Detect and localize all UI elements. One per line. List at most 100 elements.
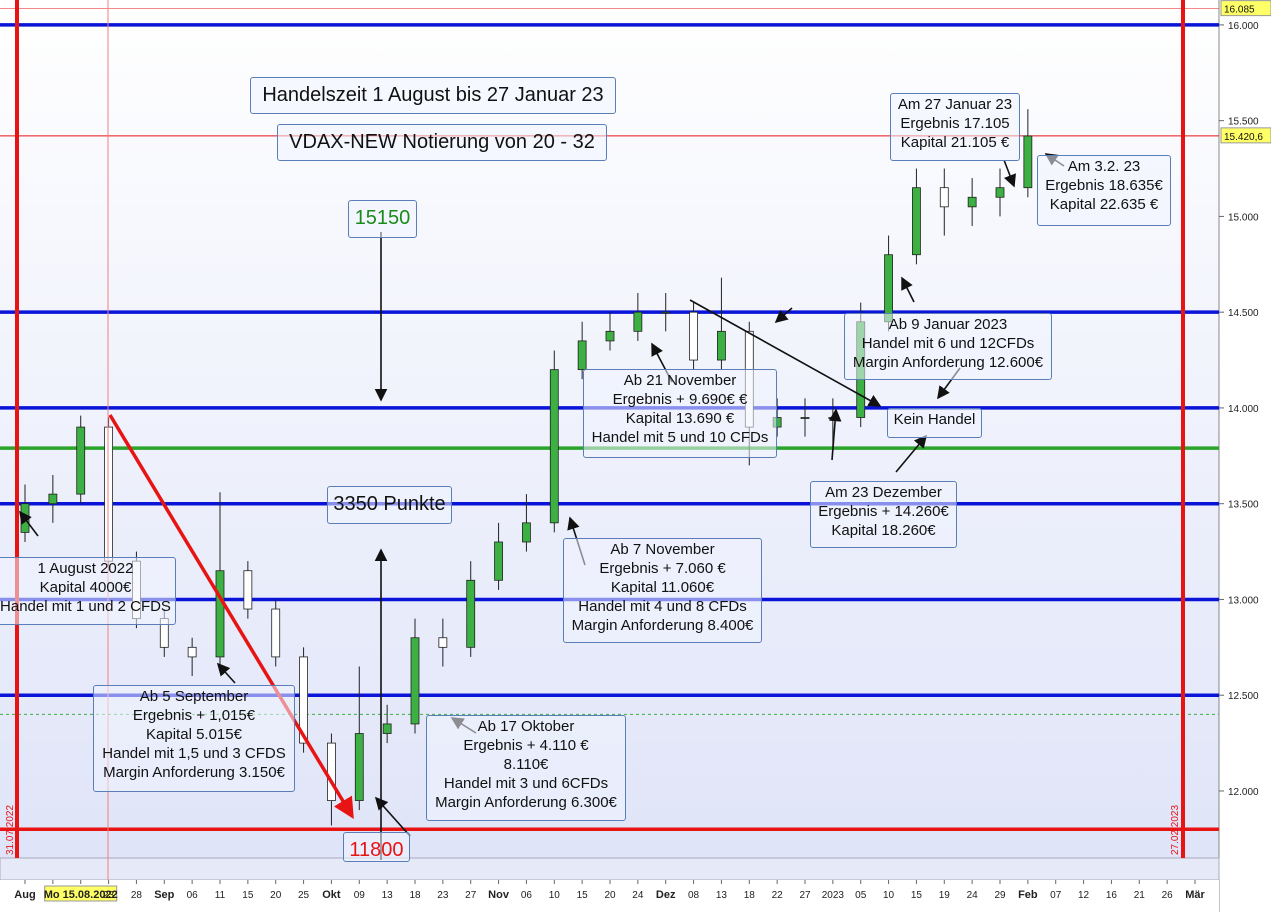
annotation-text: 1 August 2022	[37, 560, 134, 577]
annotation-box: 3350 Punkte	[327, 486, 452, 524]
candle-body	[76, 426, 86, 495]
annotation-text: Ergebnis 18.635€	[1045, 177, 1163, 194]
x-tick-label: Mo 15.08.2022	[44, 889, 118, 901]
annotation-text: Margin Anforderung 6.300€	[435, 794, 617, 811]
annotation-text: Kapital 13.690 €	[625, 410, 735, 427]
x-tick-label: 11	[215, 890, 226, 901]
x-tick-label: 26	[1162, 890, 1174, 901]
scroll-strip	[0, 857, 1220, 881]
candle-body	[271, 608, 281, 658]
x-tick-label: 21	[1134, 890, 1146, 901]
candle-body	[549, 369, 559, 524]
annotation-text: Ab 7 November	[610, 541, 715, 558]
x-tick-label: Sep	[154, 889, 174, 901]
candle-body	[187, 646, 197, 658]
y-tick-label: 14.500	[1228, 308, 1259, 319]
annotation-box: 1 August 2022 Kapital 4000€ Handel mit 1 u…	[0, 557, 176, 625]
trend-arrow	[108, 414, 354, 819]
annotation-box: Ab 21 November Ergebnis + 9.690€ € Kapital…	[583, 369, 777, 458]
candle-body	[912, 187, 921, 256]
cursor-date-box	[44, 885, 118, 902]
candle-body	[605, 330, 615, 342]
x-tick-label: 22	[772, 890, 784, 901]
x-tick-label: 15	[911, 890, 923, 901]
arrow	[1003, 159, 1016, 188]
annotation-box: 11800	[343, 832, 410, 862]
annotation-text: Ergebnis + 7.060 €	[599, 560, 726, 577]
candle-body	[438, 637, 448, 648]
annotation-text: Kapital 5.015€	[146, 726, 242, 743]
candle-body	[410, 637, 420, 725]
annotation-box: Kein Handel	[887, 408, 982, 438]
candle-body	[522, 522, 531, 543]
annotation-box: Ab 5 September Ergebnis + 1,015€ Kapital 5…	[93, 685, 295, 792]
annotation-text: Handel mit 5 und 10 CFDs	[591, 429, 769, 446]
y-tick-label: 15.000	[1228, 212, 1259, 223]
candle-body	[800, 417, 810, 419]
x-tick-label: 27	[465, 890, 477, 901]
candle-body	[494, 541, 503, 581]
x-tick-label: Dez	[656, 889, 676, 901]
annotation-text: Handel mit 1 und 2 CFDS	[0, 598, 171, 615]
candle-body	[884, 254, 893, 323]
annotation-text: 15150	[354, 207, 411, 229]
annotation-text: Margin Anforderung 12.600€	[852, 354, 1044, 371]
x-tick-label: 24	[632, 890, 644, 901]
arrow	[774, 307, 793, 324]
x-tick-label: Okt	[322, 889, 341, 901]
price-tag	[1220, 0, 1271, 17]
annotation-text: 11800	[349, 839, 404, 861]
annotation-text: Margin Anforderung 8.400€	[571, 617, 754, 634]
arrow	[901, 276, 915, 303]
x-tick-label: Aug	[14, 889, 35, 901]
candle-body	[466, 579, 476, 648]
annotation-text: Kein Handel	[893, 411, 976, 428]
candle-body	[48, 493, 58, 505]
annotation-box: Ab 7 November Ergebnis + 7.060 € Kapital 1…	[563, 538, 762, 643]
candle-body	[327, 742, 336, 801]
annotation-text: 8.110€	[503, 756, 549, 773]
price-tag-label: 16.085	[1224, 5, 1255, 16]
annotation-text: Ergebnis + 14.260€	[818, 503, 949, 520]
candle-body	[633, 311, 643, 332]
x-tick-label: 05	[855, 890, 867, 901]
arrow	[828, 408, 842, 461]
annotation-text: Am 3.2. 23	[1067, 158, 1141, 175]
x-tick-label: 28	[131, 890, 143, 901]
period-label: 27.02.2023	[1170, 805, 1181, 855]
y-tick-label: 16.000	[1228, 21, 1259, 32]
annotation-text: 3350 Punkte	[333, 493, 446, 515]
x-tick-label: 15	[577, 890, 589, 901]
x-tick-label: 23	[103, 890, 115, 901]
annotation-text: Kapital 21.105 €	[900, 134, 1010, 151]
x-tick-label: 06	[187, 890, 199, 901]
annotation-text: Kapital 4000€	[39, 579, 132, 596]
candle-body	[661, 311, 671, 314]
annotation-box: Am 23 Dezember Ergebnis + 14.260€ Kapital …	[810, 481, 957, 548]
arrow	[19, 510, 39, 537]
annotation-text: Kapital 11.060€	[610, 579, 715, 596]
annotation-box: VDAX-NEW Notierung von 20 - 32	[277, 124, 607, 161]
annotation-text: Ab 17 Oktober	[477, 718, 575, 735]
y-tick-label: 12.500	[1228, 691, 1259, 702]
annotation-text: Kapital 18.260€	[831, 522, 936, 539]
x-tick-label: Feb	[1018, 889, 1038, 901]
price-axis	[1219, 0, 1271, 912]
x-tick-label: 09	[354, 890, 366, 901]
candle-body	[354, 733, 364, 801]
annotation-text: Ergebnis + 9.690€ €	[612, 391, 748, 408]
x-tick-label: Mär	[1185, 889, 1205, 901]
time-axis	[0, 880, 1219, 912]
x-tick-label: 10	[549, 890, 561, 901]
annotation-text: Ab 21 November	[623, 372, 737, 389]
y-tick-label: 15.500	[1228, 117, 1259, 128]
x-tick-label: 15	[242, 890, 254, 901]
x-tick-label: 08	[688, 890, 700, 901]
annotation-text: Am 27 Januar 23	[897, 96, 1013, 113]
annotation-text: Handel mit 3 und 6CFDs	[443, 775, 609, 792]
x-tick-label: 25	[298, 890, 310, 901]
period-label: 31.07.2022	[5, 805, 16, 855]
annotation-box: Am 3.2. 23 Ergebnis 18.635€ Kapital 22.635…	[1037, 155, 1171, 226]
x-tick-label: 16	[1106, 890, 1118, 901]
